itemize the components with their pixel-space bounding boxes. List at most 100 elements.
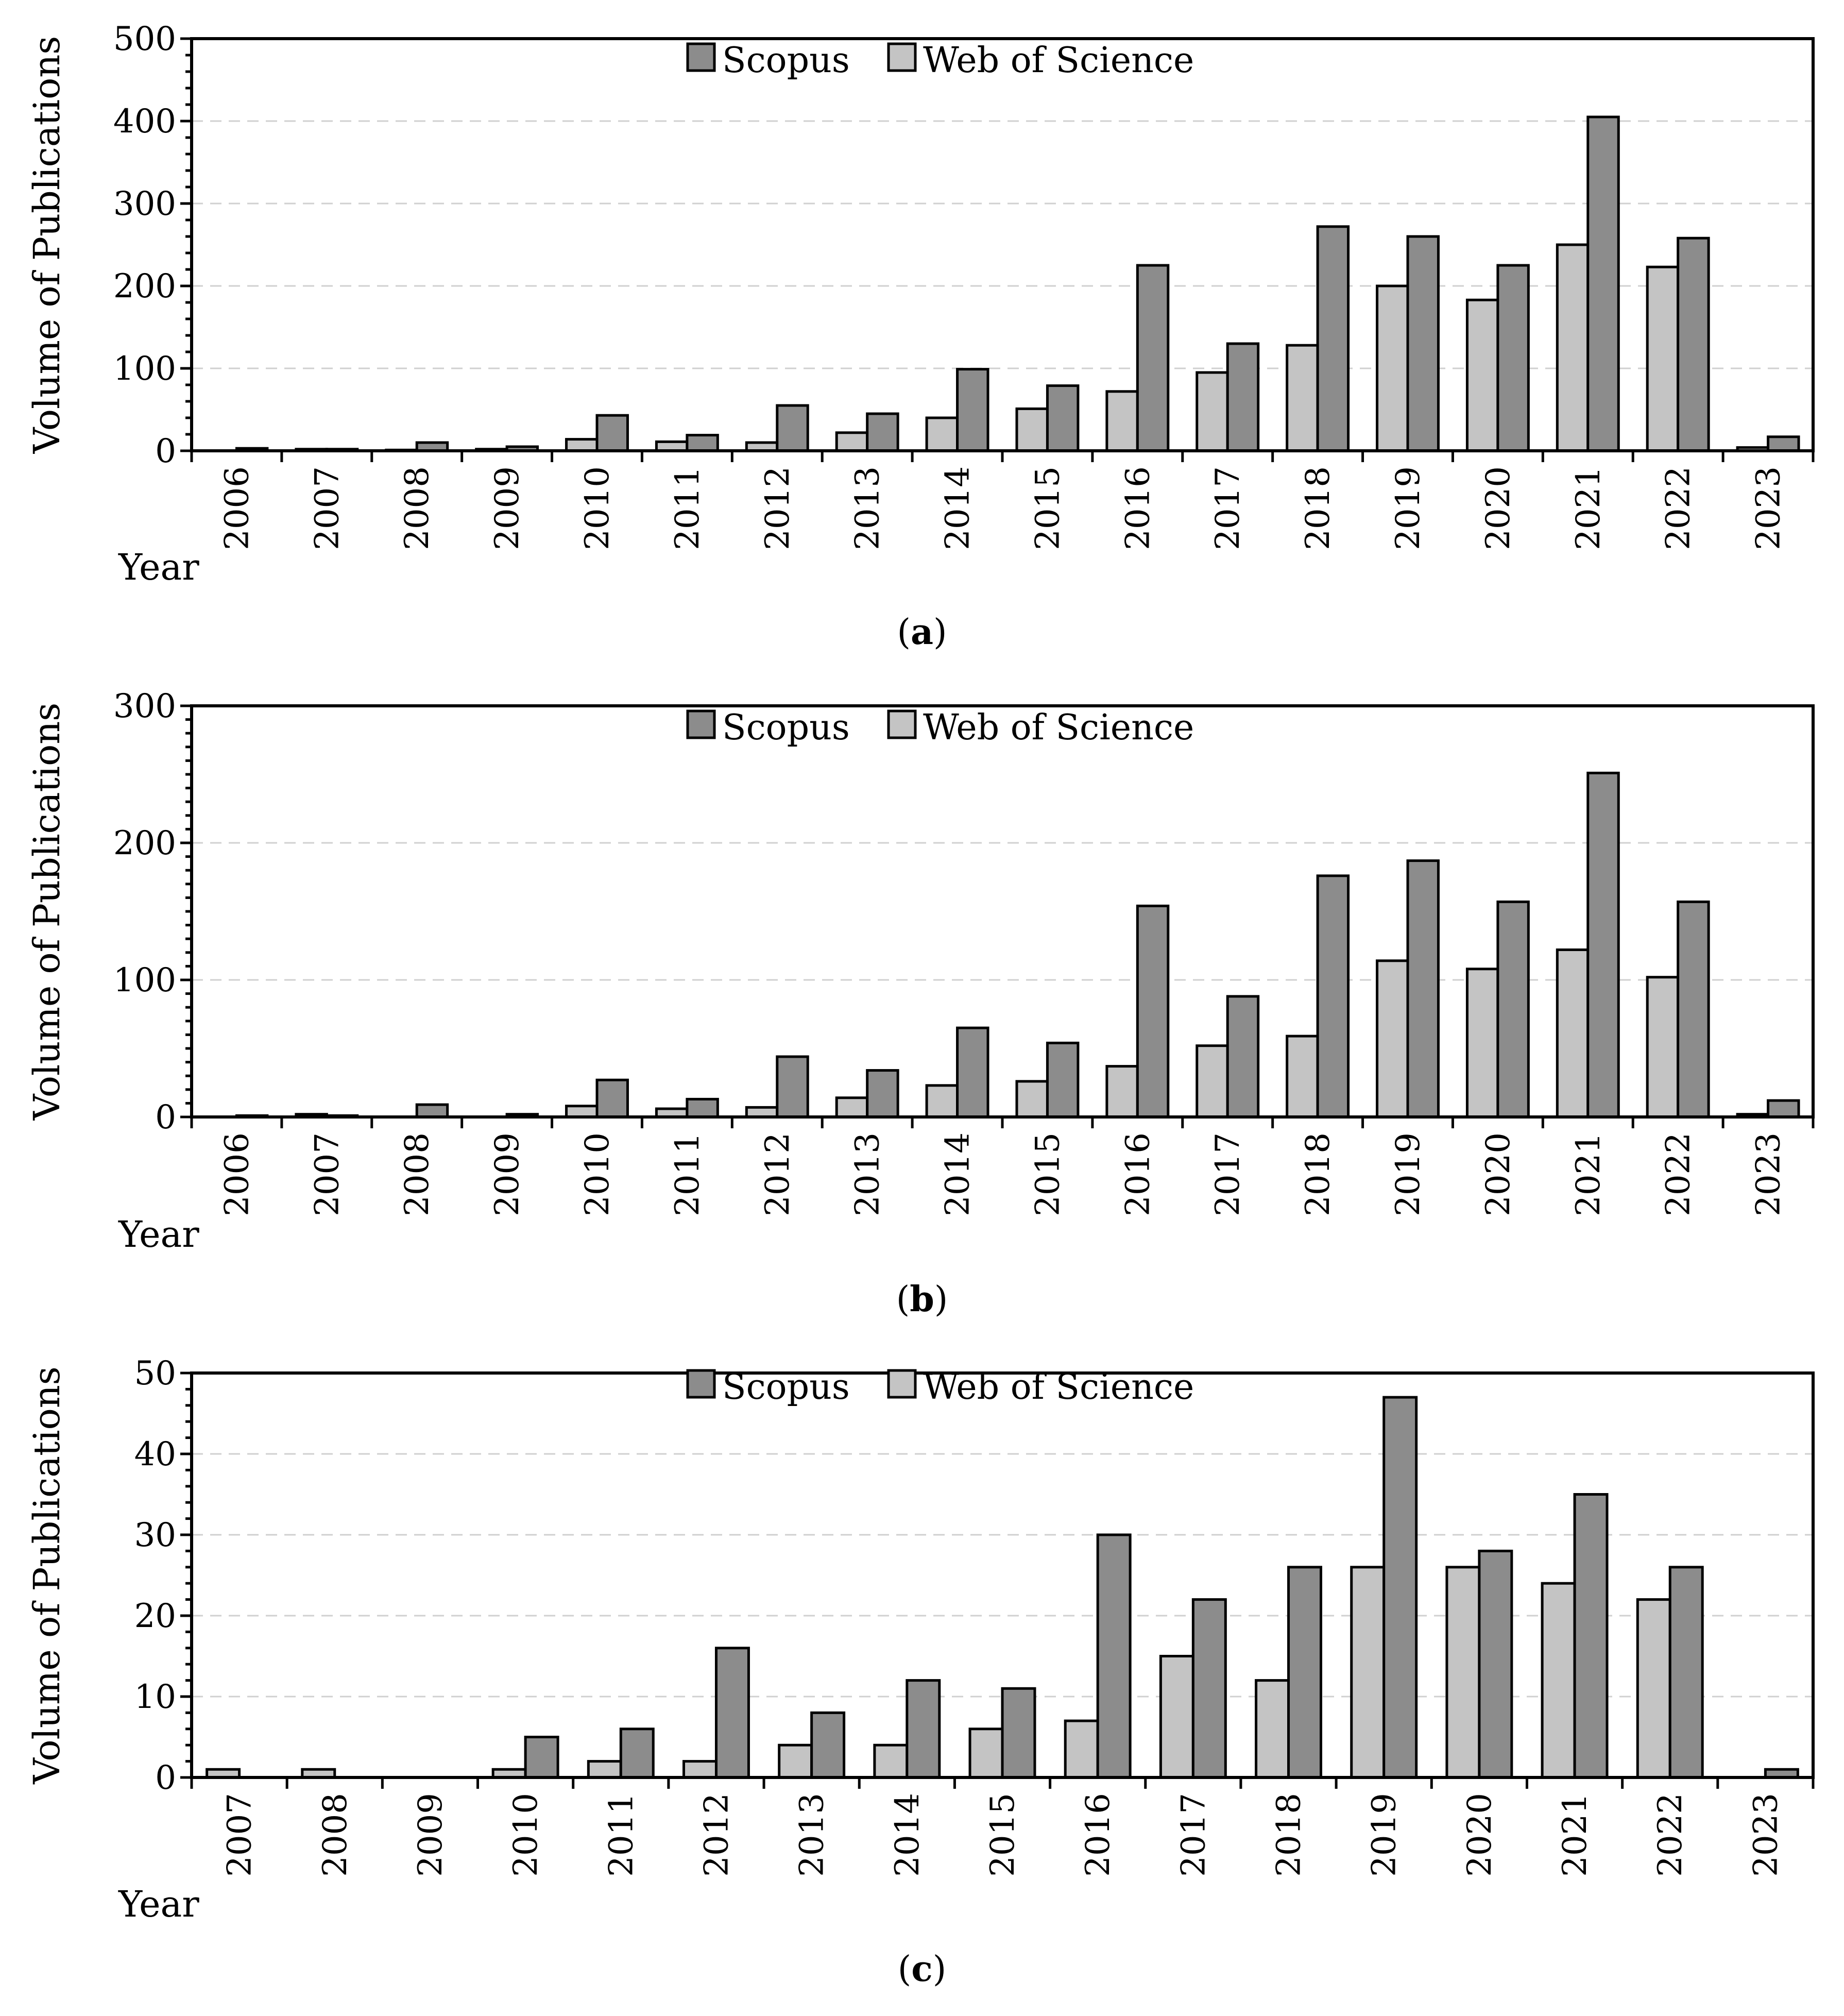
bar-wos-2010 xyxy=(565,438,599,452)
bar-wos-2021 xyxy=(1541,1582,1576,1779)
legend-label-wos: Web of Science xyxy=(923,1367,1194,1408)
plot-frame xyxy=(190,1371,1815,1779)
x-axis-title: Year xyxy=(118,1883,199,1925)
x-axis-title: Year xyxy=(118,546,199,588)
bar-scopus-2008 xyxy=(415,1103,449,1119)
x-tick-label: 2014 xyxy=(889,1793,927,1877)
bar-scopus-2011 xyxy=(619,1727,655,1779)
y-tick-label: 0 xyxy=(155,1098,176,1137)
x-tick-label: 2022 xyxy=(1660,1132,1698,1216)
x-tick-label: 2018 xyxy=(1299,466,1337,550)
x-tick-label: 2011 xyxy=(602,1793,640,1877)
bar-scopus-2022 xyxy=(1677,900,1710,1119)
x-tick-label: 2022 xyxy=(1651,1793,1689,1877)
y-tick-label: 0 xyxy=(155,432,176,470)
bar-scopus-2018 xyxy=(1316,874,1350,1119)
bar-scopus-2010 xyxy=(595,414,629,452)
x-tick-label: 2019 xyxy=(1389,466,1427,550)
bar-scopus-2011 xyxy=(686,434,719,452)
bar-wos-2015 xyxy=(1015,407,1049,452)
y-tick-label: 400 xyxy=(113,103,176,141)
x-tick-label: 2017 xyxy=(1209,466,1247,550)
panel-caption: (c) xyxy=(898,1949,946,1990)
x-tick-label: 2009 xyxy=(412,1793,450,1877)
y-tick-label: 200 xyxy=(113,824,176,862)
bar-scopus-2022 xyxy=(1668,1566,1704,1779)
bar-scopus-2020 xyxy=(1496,900,1530,1119)
y-tick-label: 20 xyxy=(134,1597,176,1635)
x-axis-title: Year xyxy=(118,1213,199,1256)
y-tick-label: 300 xyxy=(113,687,176,725)
y-tick-label: 10 xyxy=(134,1678,176,1716)
bar-scopus-2018 xyxy=(1316,225,1350,452)
x-tick-label: 2011 xyxy=(669,1132,707,1216)
legend-swatch-scopus xyxy=(686,709,716,739)
bar-scopus-2021 xyxy=(1573,1493,1609,1779)
x-tick-label: 2010 xyxy=(507,1793,545,1877)
x-tick-label: 2008 xyxy=(398,1132,436,1216)
x-tick-label: 2013 xyxy=(849,466,887,550)
x-tick-label: 2016 xyxy=(1079,1793,1117,1877)
bar-wos-2021 xyxy=(1556,948,1590,1119)
x-tick-label: 2009 xyxy=(488,466,526,550)
x-tick-label: 2021 xyxy=(1569,466,1608,550)
x-tick-label: 2014 xyxy=(939,1132,977,1216)
bar-scopus-2012 xyxy=(776,404,809,452)
bar-wos-2020 xyxy=(1445,1566,1481,1779)
x-tick-label: 2020 xyxy=(1479,1132,1517,1216)
bar-wos-2010 xyxy=(565,1105,599,1119)
bar-wos-2013 xyxy=(835,431,869,452)
x-tick-label: 2021 xyxy=(1556,1793,1594,1877)
bar-wos-2015 xyxy=(1015,1080,1049,1119)
x-tick-label: 2011 xyxy=(669,466,707,550)
bar-wos-2014 xyxy=(873,1743,909,1779)
x-tick-label: 2020 xyxy=(1479,466,1517,550)
bar-scopus-2010 xyxy=(595,1078,629,1119)
legend: Scopus Web of Science xyxy=(686,40,1194,81)
x-tick-label: 2022 xyxy=(1660,466,1698,550)
x-tick-label: 2016 xyxy=(1119,1132,1157,1216)
bar-scopus-2023 xyxy=(1767,435,1800,452)
x-tick-label: 2006 xyxy=(218,1132,256,1216)
bar-scopus-2021 xyxy=(1586,771,1620,1119)
x-tick-label: 2017 xyxy=(1174,1793,1213,1877)
bar-scopus-2019 xyxy=(1406,235,1440,452)
bar-wos-2022 xyxy=(1646,265,1680,452)
y-tick-label: 30 xyxy=(134,1516,176,1554)
bar-scopus-2013 xyxy=(810,1711,846,1779)
bar-wos-2018 xyxy=(1286,344,1319,452)
x-tick-label: 2009 xyxy=(488,1132,526,1216)
x-tick-label: 2006 xyxy=(218,466,256,550)
y-tick-label: 40 xyxy=(134,1435,176,1473)
y-axis-title: Volume of Publications xyxy=(26,1366,68,1784)
bar-wos-2011 xyxy=(587,1760,622,1779)
y-axis-title: Volume of Publications xyxy=(26,703,68,1121)
y-tick-label: 100 xyxy=(113,350,176,388)
x-tick-label: 2010 xyxy=(578,466,617,550)
bar-scopus-2021 xyxy=(1586,115,1620,452)
legend-label-scopus: Scopus xyxy=(722,40,850,81)
x-tick-label: 2013 xyxy=(793,1793,831,1877)
panel-caption: (b) xyxy=(896,1279,948,1320)
legend-swatch-wos xyxy=(887,1369,917,1399)
x-tick-label: 2007 xyxy=(221,1793,259,1877)
legend-swatch-scopus xyxy=(686,42,716,72)
x-tick-label: 2021 xyxy=(1569,1132,1608,1216)
bar-scopus-2014 xyxy=(906,1679,941,1779)
x-tick-label: 2018 xyxy=(1270,1793,1308,1877)
bar-scopus-2012 xyxy=(776,1055,809,1119)
x-tick-label: 2013 xyxy=(849,1132,887,1216)
chart-panel-c: 0 10 20 30 40 50 2007 2008 2009 2010 2011 2012 2013 2… xyxy=(26,1354,1815,1990)
x-tick-label: 2019 xyxy=(1389,1132,1427,1216)
legend-swatch-scopus xyxy=(686,1369,716,1399)
chart-panel-b: 0 100 200 300 2006 2007 2008 2009 2010 2011 2012 20… xyxy=(26,687,1815,1320)
y-axis-title: Volume of Publications xyxy=(26,36,68,454)
y-tick-label: 300 xyxy=(113,185,176,223)
x-tick-label: 2012 xyxy=(759,1132,797,1216)
bar-scopus-2020 xyxy=(1478,1549,1513,1779)
bar-wos-2020 xyxy=(1465,298,1499,452)
x-tick-label: 2008 xyxy=(398,466,436,550)
x-tick-label: 2008 xyxy=(316,1793,354,1877)
bar-wos-2017 xyxy=(1196,371,1229,452)
bar-wos-2012 xyxy=(682,1760,718,1779)
